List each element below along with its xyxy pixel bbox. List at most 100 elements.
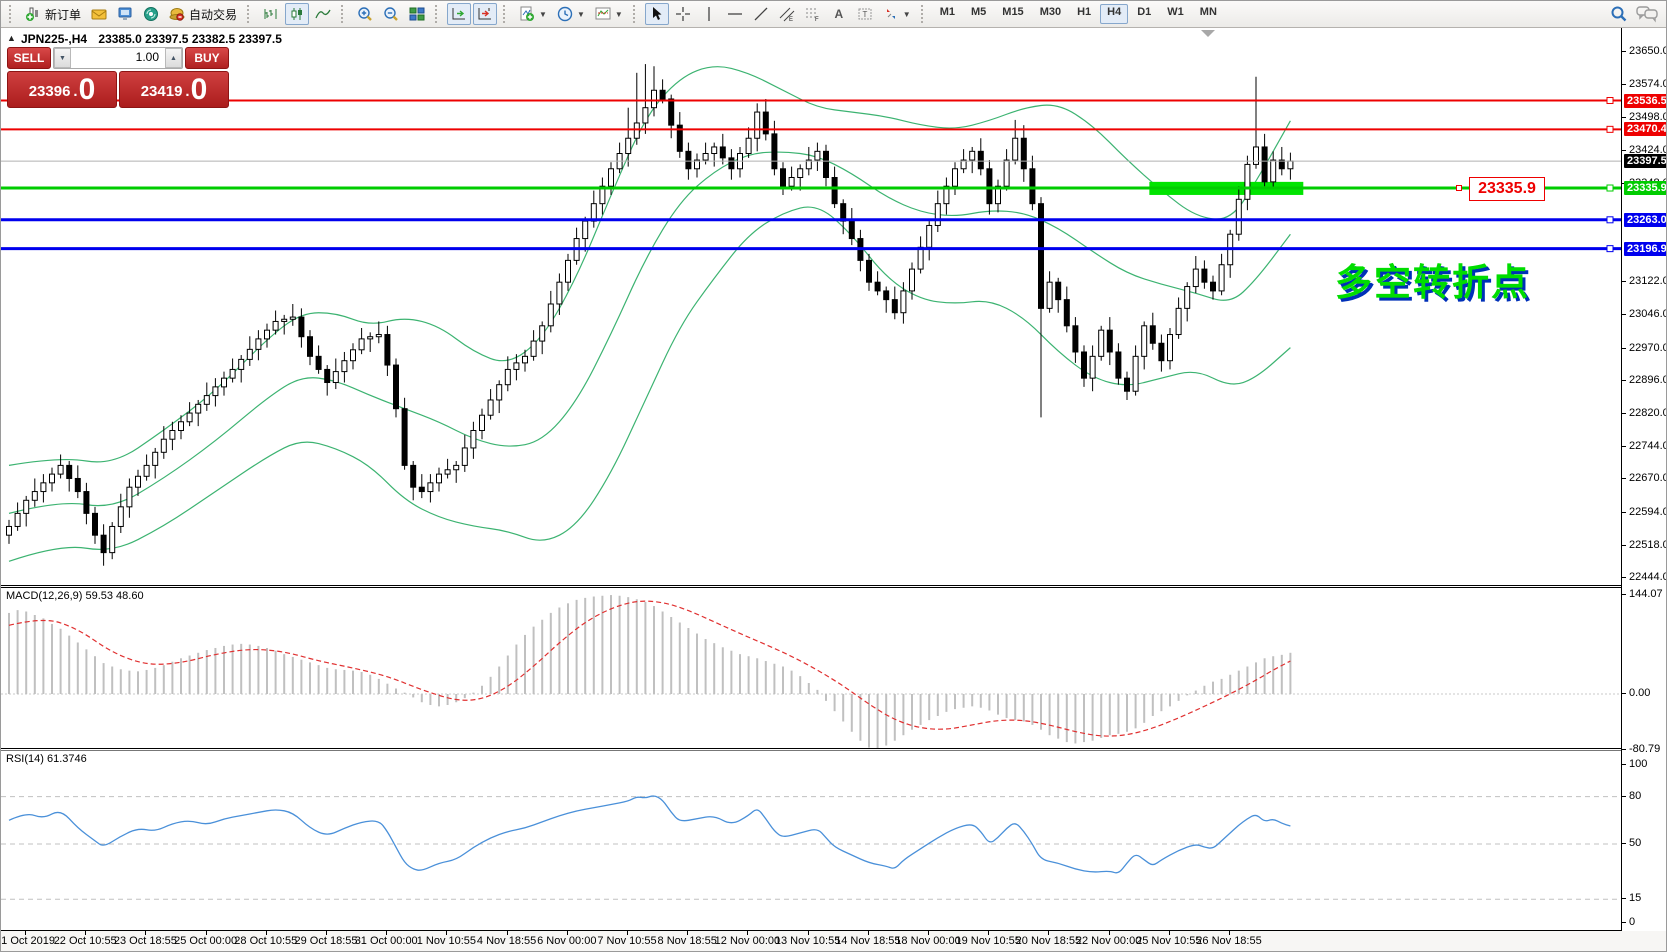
tile-windows-button[interactable] (405, 3, 429, 25)
trade-panel-collapse-arrow[interactable]: ▲ (7, 33, 16, 43)
time-tick-mark (506, 931, 508, 935)
time-axis-label: 14 Nov 18:55 (835, 935, 901, 947)
time-axis-label: 6 Nov 00:00 (537, 935, 597, 947)
auto-trading-label: 自动交易 (189, 7, 238, 22)
price-axis-label: 22444.0 (1629, 571, 1667, 584)
chart-shift-marker[interactable] (1201, 30, 1215, 37)
time-tick-mark (205, 931, 207, 935)
chart-shift-button[interactable] (473, 3, 498, 25)
axis-tick-mark (1622, 413, 1626, 415)
periods-button[interactable]: ▼ (553, 3, 589, 25)
timeframe-m5-button[interactable]: M5 (971, 6, 987, 18)
buy-button[interactable]: BUY (185, 47, 229, 69)
zoom-in-button[interactable] (353, 3, 377, 25)
level-line-anchor[interactable] (1606, 245, 1614, 253)
line-chart-button[interactable] (311, 3, 335, 25)
axis-tick-mark (1622, 594, 1626, 596)
time-axis-label: 21 Oct 2019 (0, 935, 55, 947)
horizontal-line-tool-button[interactable] (723, 3, 747, 25)
signals-button[interactable] (139, 3, 163, 25)
fibonacci-tool-button[interactable]: F (801, 3, 825, 25)
sell-price-box[interactable]: 23396 . 0 (7, 71, 117, 108)
price-tag: 23263.0 (1624, 212, 1666, 227)
sell-button[interactable]: SELL (7, 47, 51, 69)
time-tick-mark (988, 931, 990, 935)
rsi-chart-canvas (1, 795, 1621, 900)
timeframe-h4-button[interactable]: H4 (1100, 4, 1129, 24)
auto-trading-icon (169, 8, 185, 21)
mail-icon (91, 9, 107, 20)
zoom-out-icon (384, 7, 398, 21)
volume-increase-button[interactable]: ▲ (165, 48, 182, 68)
market-button[interactable] (113, 3, 137, 25)
indicators-button[interactable]: ▼ (515, 3, 551, 25)
candlestick-chart-button[interactable] (285, 3, 310, 25)
main-chart-pane[interactable]: ▲ JPN225-,H4 23385.0 23397.5 23382.5 233… (1, 28, 1621, 586)
chat-icon[interactable] (1636, 5, 1658, 23)
market-icon (118, 7, 132, 20)
trendline-tool-button[interactable] (749, 3, 773, 25)
chart-title: JPN225-,H4 23385.0 23397.5 23382.5 23397… (21, 32, 282, 46)
vertical-line-tool-button[interactable] (697, 3, 721, 25)
axis-tick-mark (1622, 379, 1626, 381)
price-axis-label: 22594.0 (1629, 505, 1667, 518)
buy-price-int: 23419 (140, 83, 183, 100)
price-axis-label: 23424.0 (1629, 143, 1667, 156)
toolbar-grip (341, 5, 347, 23)
timeframe-d1-button[interactable]: D1 (1137, 6, 1152, 18)
text-tool-icon: A (834, 7, 844, 21)
time-tick-mark (867, 931, 869, 935)
axis-tick-mark (1622, 51, 1626, 52)
timeframe-h1-button[interactable]: H1 (1077, 6, 1092, 18)
time-axis-label: 25 Oct 00:00 (174, 935, 238, 947)
timeframe-m30-button[interactable]: M30 (1039, 6, 1062, 18)
rsi-axis-label: 0 (1629, 916, 1636, 928)
timeframe-m15-button[interactable]: M15 (1002, 6, 1024, 18)
time-tick-mark (85, 931, 87, 935)
timeframe-mn-button[interactable]: MN (1199, 6, 1217, 18)
channel-tool-button[interactable]: E (775, 3, 799, 25)
toolbar-grip (9, 5, 15, 23)
macd-pane[interactable]: MACD(12,26,9) 59.53 48.60 (1, 587, 1621, 749)
price-tag: 23196.9 (1624, 241, 1666, 256)
new-order-button[interactable]: 新订单 (21, 3, 85, 25)
axis-tick-mark (1622, 898, 1626, 900)
price-axis[interactable]: 23650.023574.023498.023424.023348.023122… (1621, 28, 1667, 931)
chart-annotation-text[interactable]: 多空转折点 (1335, 262, 1530, 303)
time-axis-label: 22 Nov 00:00 (1075, 935, 1142, 947)
indicators-icon (520, 6, 535, 21)
volume-decrease-button[interactable]: ▼ (54, 48, 71, 68)
buy-price-box[interactable]: 23419 . 0 (119, 71, 229, 108)
cursor-tool-button[interactable] (644, 3, 669, 25)
level-line-anchor[interactable] (1606, 184, 1614, 192)
level-line-anchor[interactable] (1606, 216, 1614, 224)
bar-chart-button[interactable] (259, 3, 283, 25)
timeframe-w1-button[interactable]: W1 (1167, 6, 1184, 18)
timeframe-m1-button[interactable]: M1 (939, 6, 955, 18)
rsi-pane[interactable]: RSI(14) 61.3746 (1, 750, 1621, 931)
auto-scroll-icon (452, 8, 466, 20)
price-axis-label: 22518.0 (1629, 538, 1667, 551)
templates-button[interactable]: ▼ (591, 3, 627, 25)
auto-trading-button[interactable]: 自动交易 (165, 3, 241, 25)
arrows-tool-button[interactable]: ▼ (879, 3, 915, 25)
time-tick-mark (386, 931, 388, 935)
level-line-anchor[interactable] (1606, 97, 1614, 105)
floating-price-label[interactable]: 23335.9 (1469, 177, 1545, 201)
time-axis[interactable]: 21 Oct 2019 22 Oct 10:55 23 Oct 18:55 25 Oc… (0, 931, 1666, 951)
level-line-anchor[interactable] (1606, 125, 1614, 133)
time-axis-label: 28 Oct 10:55 (234, 935, 298, 947)
auto-scroll-button[interactable] (447, 3, 472, 25)
search-icon[interactable] (1610, 5, 1628, 23)
crosshair-tool-button[interactable] (671, 3, 695, 25)
zoom-out-button[interactable] (379, 3, 403, 25)
volume-value[interactable]: 1.00 (135, 50, 159, 64)
text-tool-button[interactable]: A (827, 3, 851, 25)
price-label-anchor[interactable] (1456, 185, 1462, 191)
axis-tick-mark (1622, 84, 1626, 86)
text-label-tool-button[interactable]: T (853, 3, 877, 25)
rsi-line (8, 795, 1291, 874)
new-order-label: 新订单 (45, 7, 82, 22)
mail-button[interactable] (87, 3, 111, 25)
time-tick-mark (446, 931, 448, 935)
